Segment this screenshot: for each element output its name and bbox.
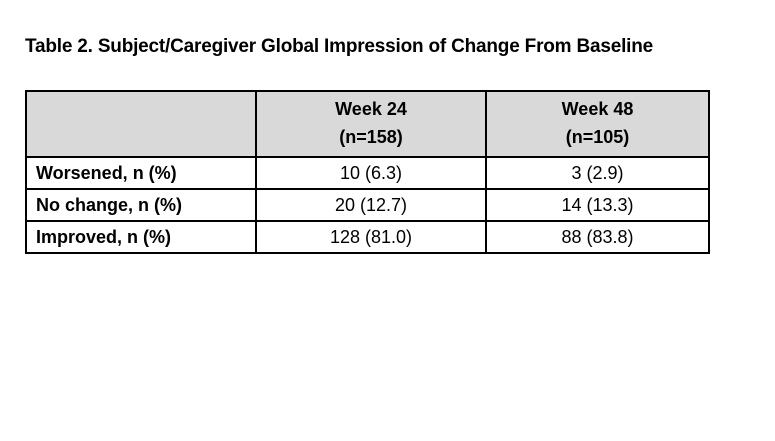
value-worsened-week24: 10 (6.3) bbox=[255, 156, 487, 190]
page-title: Table 2. Subject/Caregiver Global Impres… bbox=[25, 36, 653, 57]
header-cell-week48: Week 48 (n=105) bbox=[485, 90, 710, 158]
value-improved-week24: 128 (81.0) bbox=[255, 220, 487, 254]
table-row-no-change: No change, n (%) 20 (12.7) 14 (13.3) bbox=[25, 188, 710, 222]
results-table: Week 24 (n=158) Week 48 (n=105) Worsened… bbox=[25, 90, 710, 254]
value-no-change-week48: 14 (13.3) bbox=[485, 188, 710, 222]
header-week48-n: (n=105) bbox=[565, 127, 630, 147]
header-week24-label: Week 24 bbox=[335, 99, 407, 120]
header-cell-week24: Week 24 (n=158) bbox=[255, 90, 487, 158]
table-row-worsened: Worsened, n (%) 10 (6.3) 3 (2.9) bbox=[25, 156, 710, 190]
value-improved-week48: 88 (83.8) bbox=[485, 220, 710, 254]
row-label-no-change: No change, n (%) bbox=[25, 188, 257, 222]
value-no-change-week24: 20 (12.7) bbox=[255, 188, 487, 222]
table-header-row: Week 24 (n=158) Week 48 (n=105) bbox=[25, 90, 710, 158]
header-cell-empty bbox=[25, 90, 257, 158]
value-worsened-week48: 3 (2.9) bbox=[485, 156, 710, 190]
row-label-improved: Improved, n (%) bbox=[25, 220, 257, 254]
row-label-worsened: Worsened, n (%) bbox=[25, 156, 257, 190]
table-row-improved: Improved, n (%) 128 (81.0) 88 (83.8) bbox=[25, 220, 710, 254]
header-week24-n: (n=158) bbox=[339, 127, 403, 147]
header-week48-label: Week 48 bbox=[561, 99, 634, 120]
